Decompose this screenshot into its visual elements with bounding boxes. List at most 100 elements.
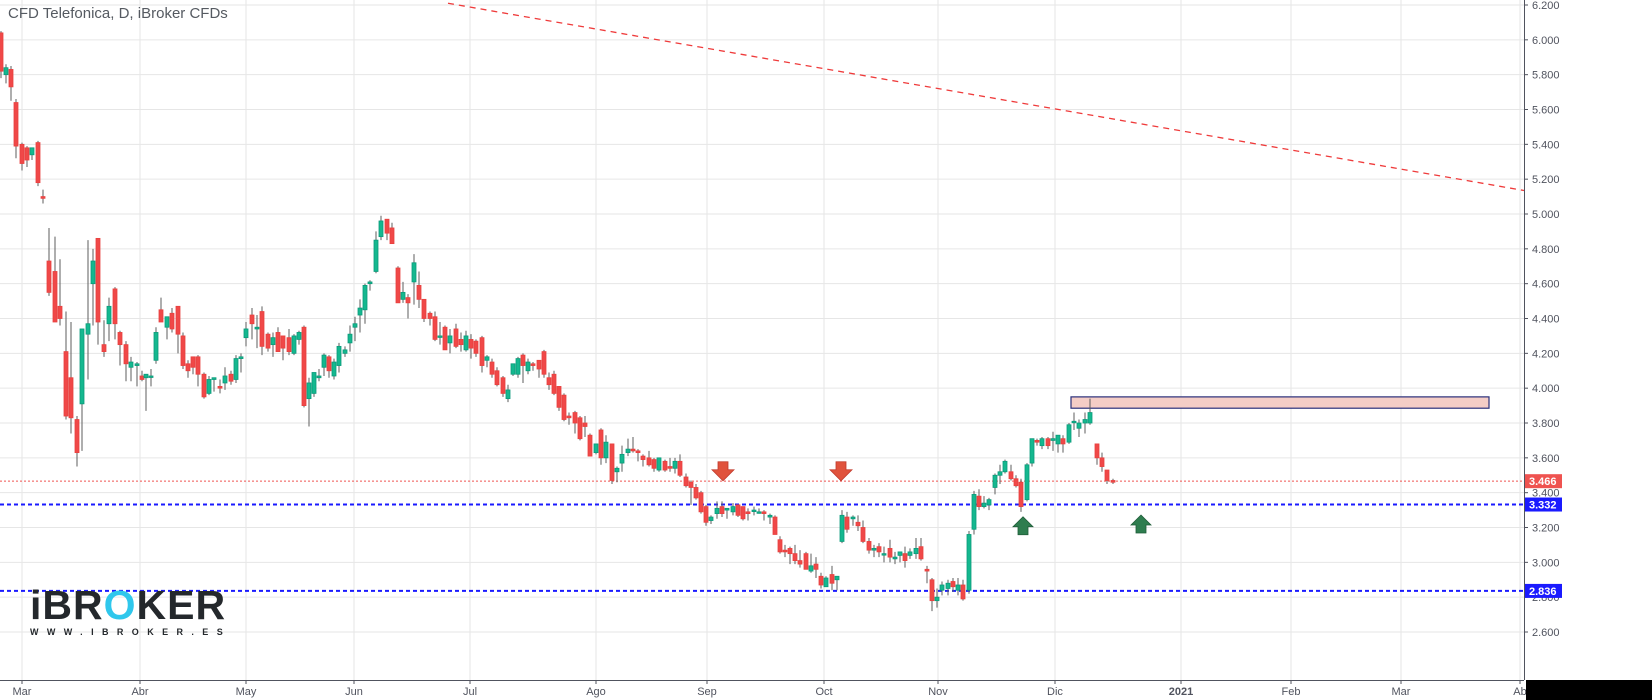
candle xyxy=(128,356,134,382)
candle xyxy=(860,520,866,544)
candle xyxy=(871,544,877,558)
price-axis[interactable]: 6.200 6.000 5.800 5.600 5.400 5.200 5.000 4.800… xyxy=(1524,0,1560,680)
x-tick-label: May xyxy=(236,686,257,698)
candle xyxy=(280,335,286,361)
x-tick-label: Mar xyxy=(1392,686,1411,698)
candle xyxy=(803,551,809,570)
candle xyxy=(206,375,212,396)
candle xyxy=(683,473,689,488)
candle xyxy=(751,506,757,516)
candle xyxy=(823,576,829,588)
candle xyxy=(630,436,636,453)
y-tick-label: 3.400 xyxy=(1532,488,1560,500)
candle xyxy=(326,355,332,378)
x-tick-label: Ago xyxy=(586,686,606,698)
candle xyxy=(945,579,951,596)
candle xyxy=(572,410,578,434)
candle xyxy=(792,544,798,565)
candle xyxy=(153,327,159,364)
candle xyxy=(57,259,63,326)
candle xyxy=(997,464,1003,484)
candle xyxy=(546,372,552,390)
candle xyxy=(270,332,276,357)
candle xyxy=(913,537,919,559)
candle xyxy=(525,358,531,375)
candle xyxy=(881,546,887,563)
candle xyxy=(892,551,898,565)
candle xyxy=(520,353,526,383)
logo-text-prefix: iBR xyxy=(30,582,104,628)
candle xyxy=(902,546,908,568)
candle xyxy=(976,489,982,511)
logo-text-suffix: KER xyxy=(136,582,227,628)
candle xyxy=(966,530,972,594)
candle xyxy=(598,428,604,465)
candle xyxy=(708,515,714,525)
candle xyxy=(505,384,511,403)
candle xyxy=(473,339,479,357)
y-tick-label: 2.600 xyxy=(1532,627,1560,639)
candle xyxy=(677,454,683,478)
x-tick-label: Oct xyxy=(815,686,832,698)
candle xyxy=(1099,452,1105,472)
candle xyxy=(275,327,281,352)
candle xyxy=(839,510,845,544)
candle xyxy=(646,450,652,467)
candle xyxy=(918,537,924,561)
candle xyxy=(427,311,433,326)
candle xyxy=(515,356,521,378)
candle xyxy=(850,515,856,526)
resistance-zone[interactable] xyxy=(1070,396,1490,409)
chart-grid xyxy=(0,0,1524,680)
candle xyxy=(8,65,14,101)
candle xyxy=(703,504,709,526)
trendline-resistance[interactable] xyxy=(447,2,1525,192)
candle xyxy=(222,367,228,390)
candle xyxy=(829,565,835,591)
price-label-text: 3.466 xyxy=(1529,476,1557,488)
candle xyxy=(254,315,260,349)
candle xyxy=(321,353,327,376)
candle xyxy=(587,433,593,457)
candle xyxy=(301,325,307,408)
candle xyxy=(855,515,861,531)
candle xyxy=(373,231,379,274)
candle xyxy=(672,457,678,474)
resistance-zone-rectangle[interactable] xyxy=(1070,396,1490,409)
candle xyxy=(651,457,657,472)
candle xyxy=(79,328,85,451)
candle xyxy=(447,328,453,354)
candle xyxy=(296,330,302,345)
time-axis[interactable]: Mar Abr May Jun Jul Ago Sep Oct Nov Dic 2021 Feb Mar… xyxy=(0,680,1527,698)
candle xyxy=(90,248,96,326)
candle xyxy=(1071,412,1077,430)
candle xyxy=(442,325,448,351)
candle xyxy=(85,240,91,380)
candle xyxy=(421,298,427,322)
trendline[interactable] xyxy=(447,2,1525,192)
candle xyxy=(458,332,464,352)
candle xyxy=(866,537,872,554)
candle xyxy=(808,553,814,573)
candle xyxy=(1110,478,1116,484)
y-tick-label: 4.200 xyxy=(1532,348,1560,360)
candle xyxy=(384,218,390,241)
horizontal-levels[interactable] xyxy=(0,480,1524,592)
candle xyxy=(698,490,704,514)
candle xyxy=(625,438,631,457)
candle xyxy=(609,443,615,484)
ibroker-logo: iBROKER WWW.IBROKER.ES xyxy=(30,582,231,638)
candle xyxy=(761,510,767,521)
y-tick-label: 5.000 xyxy=(1532,209,1560,221)
candle xyxy=(924,565,930,584)
y-tick-label: 5.600 xyxy=(1532,105,1560,117)
candle xyxy=(730,503,736,516)
y-tick-label: 3.600 xyxy=(1532,453,1560,465)
candle xyxy=(500,375,506,397)
candle xyxy=(1087,398,1093,425)
candle xyxy=(3,64,9,84)
candle xyxy=(95,237,101,345)
candle xyxy=(929,578,935,612)
candle xyxy=(217,379,223,394)
